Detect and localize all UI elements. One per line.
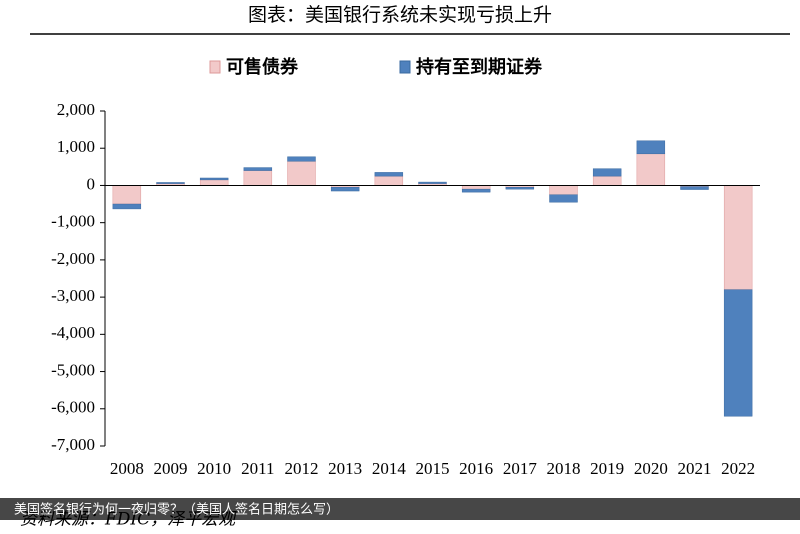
legend-swatch	[209, 60, 221, 74]
x-tick-label: 2014	[372, 459, 407, 478]
bar	[330, 187, 360, 192]
bar	[723, 289, 753, 417]
x-tick-label: 2010	[197, 459, 231, 478]
y-tick-label: -5,000	[51, 360, 95, 379]
chart-title: 图表：美国银行系统未实现亏损上升	[248, 4, 552, 26]
plot: 2,000 1,000 0 -1,000 -2,000 -3,000 -4,000 -5,00…	[51, 56, 760, 478]
bar	[243, 167, 273, 171]
bar	[505, 187, 535, 190]
legend-label: 可售债券	[226, 56, 299, 78]
bar	[374, 175, 404, 186]
bar	[287, 156, 316, 162]
y-tick-label: -7,000	[51, 435, 95, 454]
bar	[549, 185, 578, 195]
y-tick-label: 0	[87, 174, 96, 193]
bar	[723, 185, 753, 290]
x-tick-label: 2020	[634, 459, 668, 478]
bar	[199, 179, 229, 186]
bar	[112, 203, 142, 210]
caption: 美国签名银行为何一夜归零？（美国人签名日期怎么写）	[14, 502, 339, 518]
bar	[680, 186, 709, 190]
y-tick-label: 2,000	[57, 100, 95, 119]
x-tick-label: 2018	[547, 459, 581, 478]
y-tick-label: -2,000	[51, 249, 95, 268]
bar	[374, 172, 404, 177]
y-tick-label: -1,000	[51, 212, 95, 231]
x-tick-label: 2019	[590, 459, 624, 478]
x-tick-label: 2013	[328, 459, 362, 478]
legend-label: 持有至到期证券	[416, 56, 543, 78]
bar	[636, 153, 666, 186]
bar	[461, 185, 491, 190]
x-tick-label: 2011	[241, 459, 274, 478]
bar	[592, 168, 622, 177]
bar	[199, 177, 229, 181]
y-tick-label: -4,000	[51, 323, 95, 342]
bar	[461, 188, 491, 193]
x-tick-label: 2017	[503, 459, 538, 478]
x-tick-label: 2012	[285, 459, 319, 478]
y-tick-label: -3,000	[51, 286, 95, 305]
x-tick-label: 2021	[678, 459, 712, 478]
bar	[112, 185, 142, 205]
bar	[287, 161, 316, 186]
bar	[549, 194, 578, 203]
x-tick-label: 2022	[721, 459, 755, 478]
caption-bar	[0, 498, 800, 520]
x-tick-label: 2008	[110, 459, 144, 478]
bar	[243, 170, 273, 186]
bar	[418, 181, 447, 184]
y-tick-label: -6,000	[51, 398, 95, 417]
y-tick-label: 1,000	[57, 137, 95, 156]
bar	[636, 140, 666, 155]
x-tick-label: 2015	[416, 459, 450, 478]
bar	[156, 182, 185, 184]
x-tick-label: 2016	[459, 459, 493, 478]
x-tick-label: 2009	[154, 459, 188, 478]
bar	[592, 175, 622, 186]
legend-swatch	[399, 60, 411, 74]
